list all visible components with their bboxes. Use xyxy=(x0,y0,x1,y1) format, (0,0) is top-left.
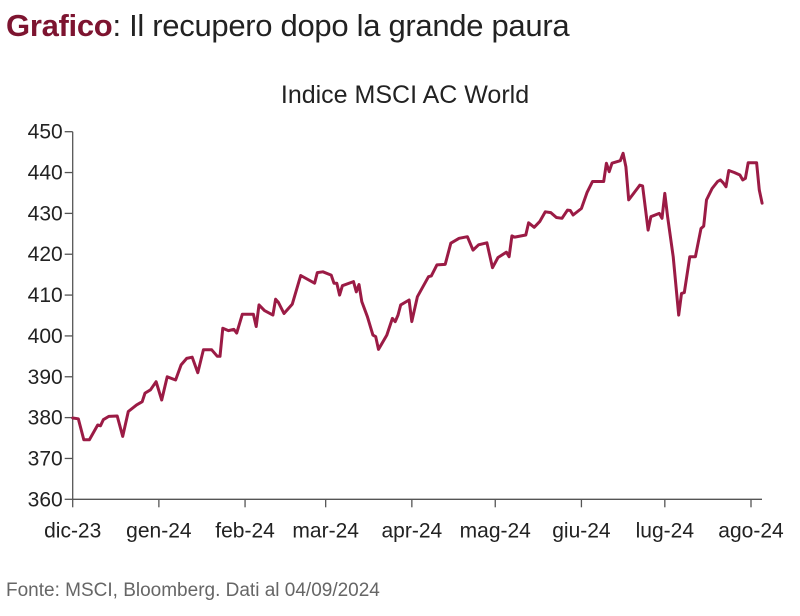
x-tick-label: feb-24 xyxy=(215,519,275,542)
y-tick-label: 450 xyxy=(28,121,63,144)
y-tick-label: 360 xyxy=(28,488,63,511)
heading-label: Grafico xyxy=(6,8,113,43)
x-tick-label: gen-24 xyxy=(126,519,192,542)
source-note: Fonte: MSCI, Bloomberg. Dati al 04/09/20… xyxy=(6,580,380,601)
y-tick-label: 400 xyxy=(28,325,63,348)
y-tick-label: 370 xyxy=(28,447,63,470)
y-tick-label: 410 xyxy=(28,284,63,307)
heading-text: : Il recupero dopo la grande paura xyxy=(112,8,570,43)
x-tick-label: mar-24 xyxy=(292,519,359,542)
series-marks xyxy=(71,151,764,442)
page-heading: Grafico: Il recupero dopo la grande paur… xyxy=(6,8,570,44)
y-tick-label: 440 xyxy=(28,162,63,185)
x-tick-label: dic-23 xyxy=(44,519,101,542)
chart-title: Indice MSCI AC World xyxy=(281,81,529,109)
y-tick-label: 430 xyxy=(28,202,63,225)
x-tick-label: apr-24 xyxy=(381,519,442,542)
x-tick-label: giu-24 xyxy=(552,519,611,542)
x-tick-label: lug-24 xyxy=(636,519,695,542)
series-line xyxy=(71,151,764,442)
x-tick-label: ago-24 xyxy=(718,519,784,542)
y-tick-label: 390 xyxy=(28,366,63,389)
axes: 360 370 380 390 400 410 420 430 440 450 dic-23 gen-… xyxy=(28,121,784,543)
y-tick-label: 420 xyxy=(28,243,63,266)
y-tick-label: 380 xyxy=(28,407,63,430)
x-tick-label: mag-24 xyxy=(460,519,532,542)
